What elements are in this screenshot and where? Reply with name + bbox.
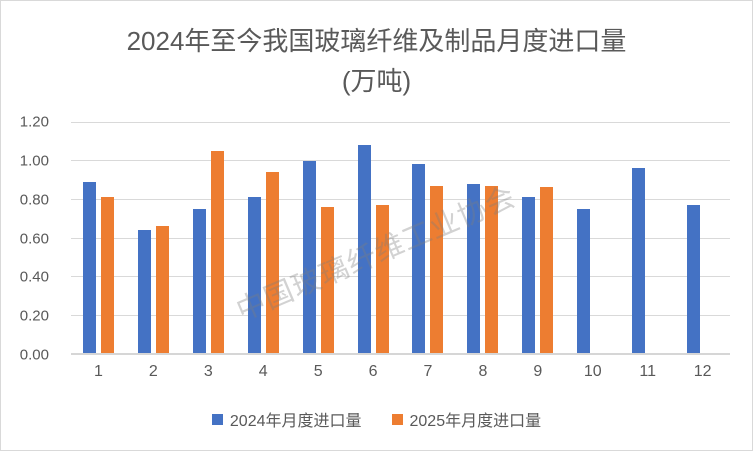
x-tick-label: 10 — [583, 363, 602, 380]
y-tick-label: 1.20 — [19, 113, 49, 131]
bar-series2-month-2 — [155, 225, 169, 353]
bar-series1-month-2 — [137, 229, 151, 353]
bar-series1-month-4 — [247, 197, 261, 353]
y-tick-label: 1.00 — [19, 152, 49, 170]
y-axis: 0.00 0.20 0.40 0.60 0.80 1.00 1.20 — [1, 114, 53, 364]
bar-series2-month-8 — [485, 185, 499, 353]
x-tick-label: 3 — [203, 363, 213, 380]
bar-series1-month-9 — [522, 197, 536, 353]
bar-group-month-12 — [675, 122, 730, 353]
x-tick-label: 9 — [533, 363, 543, 380]
plot-area — [71, 122, 730, 355]
bar-groups — [71, 122, 730, 353]
x-tick-label: 7 — [423, 363, 433, 380]
x-tick-label: 11 — [639, 363, 656, 380]
gridline — [71, 237, 730, 239]
x-tick-label: 1 — [94, 363, 103, 380]
y-tick-label: 0.40 — [19, 268, 49, 286]
bar-series2-month-7 — [430, 185, 444, 353]
y-tick-label: 0.80 — [19, 191, 49, 209]
legend-item-2024: 2024年月度进口量 — [211, 407, 362, 431]
bar-series2-month-5 — [320, 206, 334, 353]
bar-series2-month-9 — [540, 187, 554, 353]
bar-series1-month-6 — [357, 145, 371, 353]
legend-item-2025: 2025年月度进口量 — [391, 407, 542, 431]
gridline — [71, 275, 730, 277]
bar-series1-month-1 — [82, 181, 96, 353]
bar-group-month-4 — [236, 122, 291, 353]
gridline — [71, 198, 730, 200]
gridline — [71, 160, 730, 162]
x-tick-label: 4 — [258, 363, 268, 380]
bar-series1-month-10 — [577, 208, 591, 353]
bar-group-month-5 — [291, 122, 346, 353]
bar-series2-month-3 — [210, 150, 224, 353]
bar-series1-month-5 — [302, 160, 316, 353]
bar-group-month-9 — [510, 122, 565, 353]
legend-label-2024: 2024年月度进口量 — [229, 413, 362, 430]
x-tick-label: 6 — [368, 363, 378, 380]
bar-group-month-3 — [181, 122, 236, 353]
legend: 2024年月度进口量 2025年月度进口量 — [1, 407, 752, 431]
chart-title-line1: 2024年至今我国玻璃纤维及制品月度进口量 — [126, 26, 627, 56]
x-tick-label: 8 — [478, 363, 488, 380]
bar-series1-month-7 — [412, 164, 426, 353]
x-tick-label: 2 — [148, 363, 158, 380]
bar-series1-month-12 — [687, 204, 701, 353]
bar-group-month-7 — [401, 122, 456, 353]
bar-group-month-6 — [346, 122, 401, 353]
y-tick-label: 0.00 — [19, 346, 49, 364]
bar-series2-month-1 — [100, 197, 114, 353]
bar-group-month-1 — [71, 122, 126, 353]
x-tick-label: 12 — [693, 363, 712, 380]
bar-series1-month-11 — [632, 168, 646, 353]
bar-group-month-10 — [565, 122, 620, 353]
y-tick-label: 0.60 — [19, 230, 49, 247]
x-axis: 1 2 3 4 5 6 7 8 9 10 11 12 — [71, 363, 730, 381]
gridline — [71, 314, 730, 316]
y-tick-label: 0.20 — [19, 307, 49, 325]
bar-group-month-8 — [455, 122, 510, 353]
legend-swatch-2025 — [391, 413, 403, 425]
gridline — [71, 122, 730, 123]
legend-label-2025: 2025年月度进口量 — [409, 413, 542, 430]
bar-series1-month-8 — [467, 183, 481, 353]
chart-title: 2024年至今我国玻璃纤维及制品月度进口量 (万吨) — [1, 21, 752, 101]
bar-series2-month-4 — [265, 172, 279, 353]
bar-group-month-2 — [126, 122, 181, 353]
bar-group-month-11 — [620, 122, 675, 353]
legend-swatch-2024 — [211, 413, 223, 425]
bar-series1-month-3 — [192, 208, 206, 353]
bar-series2-month-6 — [375, 204, 389, 353]
chart-title-line2: (万吨) — [341, 66, 412, 96]
x-tick-label: 5 — [313, 363, 323, 380]
